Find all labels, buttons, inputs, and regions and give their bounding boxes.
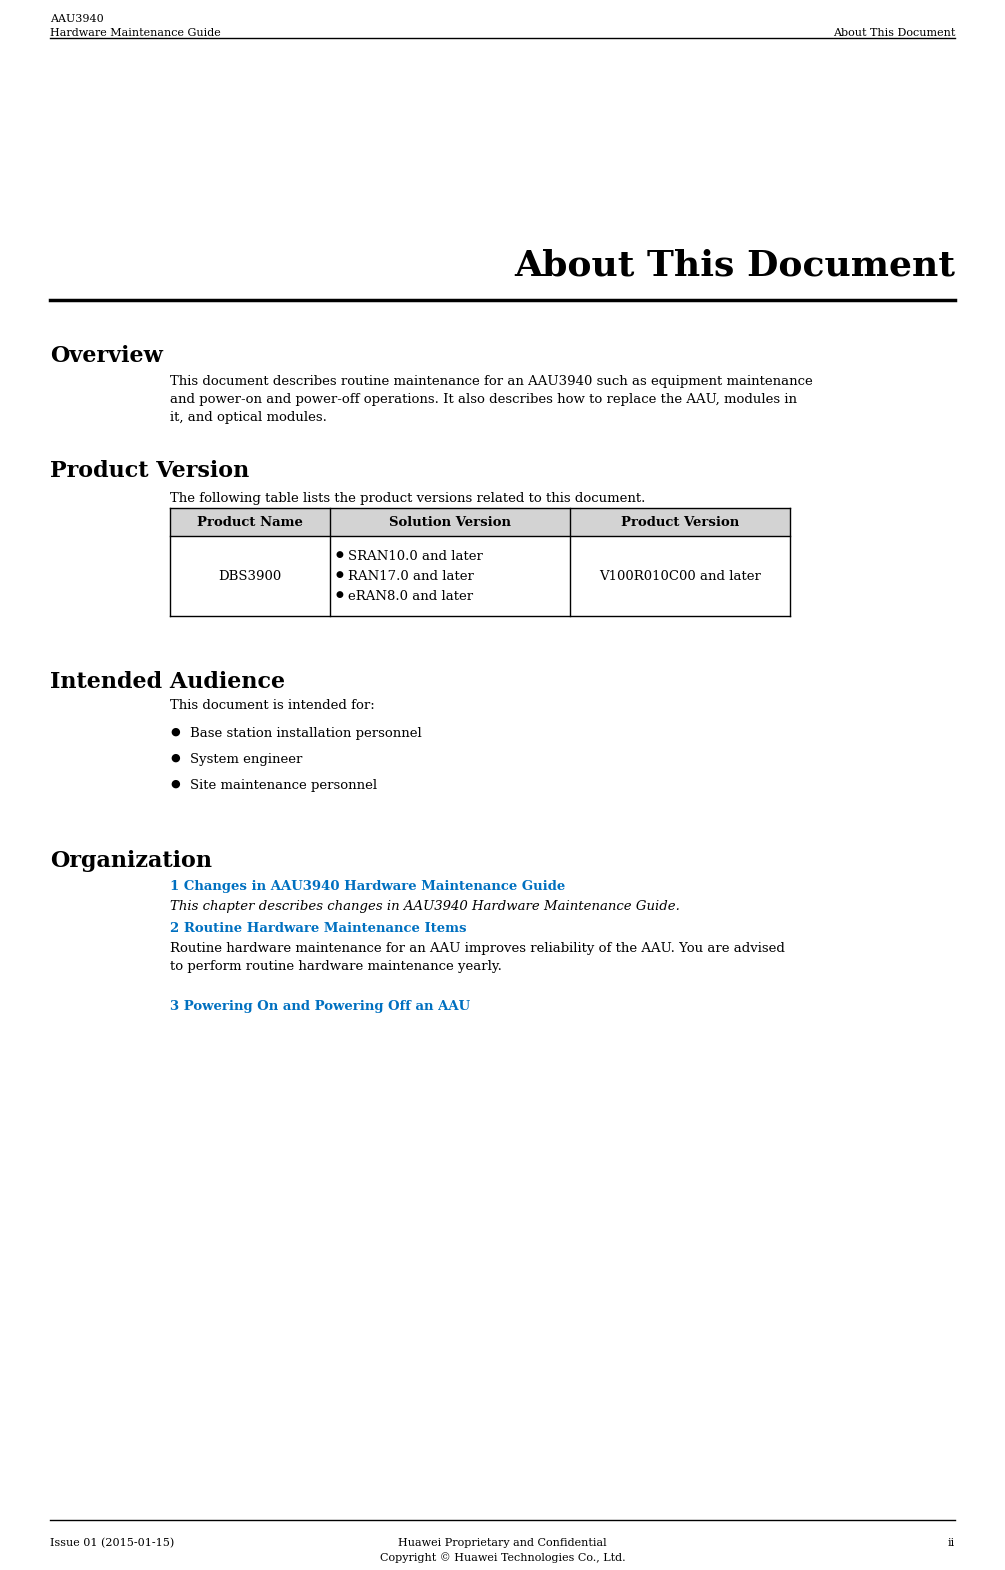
Text: Product Version: Product Version xyxy=(50,460,249,482)
Text: AAU3940: AAU3940 xyxy=(50,14,104,24)
Text: About This Document: About This Document xyxy=(514,250,955,283)
Text: The following table lists the product versions related to this document.: The following table lists the product ve… xyxy=(170,491,645,506)
Text: This document describes routine maintenance for an AAU3940 such as equipment mai: This document describes routine maintena… xyxy=(170,375,813,388)
Text: RAN17.0 and later: RAN17.0 and later xyxy=(348,570,474,582)
Text: and power-on and power-off operations. It also describes how to replace the AAU,: and power-on and power-off operations. I… xyxy=(170,392,797,407)
Text: This chapter describes changes in AAU3940 Hardware Maintenance Guide.: This chapter describes changes in AAU394… xyxy=(170,900,679,914)
Text: ii: ii xyxy=(948,1539,955,1548)
Text: Product Version: Product Version xyxy=(621,515,739,529)
Text: About This Document: About This Document xyxy=(832,28,955,38)
Text: Hardware Maintenance Guide: Hardware Maintenance Guide xyxy=(50,28,221,38)
Text: DBS3900: DBS3900 xyxy=(218,570,281,582)
Text: eRAN8.0 and later: eRAN8.0 and later xyxy=(348,590,473,603)
Text: to perform routine hardware maintenance yearly.: to perform routine hardware maintenance … xyxy=(170,959,501,973)
Text: ●: ● xyxy=(336,550,344,559)
Text: it, and optical modules.: it, and optical modules. xyxy=(170,411,327,424)
Text: ●: ● xyxy=(170,779,180,790)
Text: ●: ● xyxy=(170,727,180,736)
Text: ●: ● xyxy=(336,590,344,600)
Text: ●: ● xyxy=(170,754,180,763)
Text: This document is intended for:: This document is intended for: xyxy=(170,699,375,713)
Text: Overview: Overview xyxy=(50,345,163,367)
Text: Site maintenance personnel: Site maintenance personnel xyxy=(190,779,377,791)
Text: 1 Changes in AAU3940 Hardware Maintenance Guide: 1 Changes in AAU3940 Hardware Maintenanc… xyxy=(170,881,565,893)
Text: V100R010C00 and later: V100R010C00 and later xyxy=(599,570,761,582)
Text: Issue 01 (2015-01-15): Issue 01 (2015-01-15) xyxy=(50,1539,174,1548)
Text: Routine hardware maintenance for an AAU improves reliability of the AAU. You are: Routine hardware maintenance for an AAU … xyxy=(170,942,785,955)
Text: 2 Routine Hardware Maintenance Items: 2 Routine Hardware Maintenance Items xyxy=(170,922,466,936)
Text: Base station installation personnel: Base station installation personnel xyxy=(190,727,422,739)
Text: ●: ● xyxy=(336,570,344,579)
Text: Intended Audience: Intended Audience xyxy=(50,670,285,692)
Text: Copyright © Huawei Technologies Co., Ltd.: Copyright © Huawei Technologies Co., Ltd… xyxy=(380,1553,625,1562)
Text: Huawei Proprietary and Confidential: Huawei Proprietary and Confidential xyxy=(398,1539,607,1548)
Text: Solution Version: Solution Version xyxy=(389,515,511,529)
Text: Product Name: Product Name xyxy=(197,515,303,529)
Text: 3 Powering On and Powering Off an AAU: 3 Powering On and Powering Off an AAU xyxy=(170,1000,470,1013)
Bar xyxy=(170,509,790,535)
Text: Organization: Organization xyxy=(50,849,212,871)
Text: SRAN10.0 and later: SRAN10.0 and later xyxy=(348,550,482,564)
Text: System engineer: System engineer xyxy=(190,754,303,766)
